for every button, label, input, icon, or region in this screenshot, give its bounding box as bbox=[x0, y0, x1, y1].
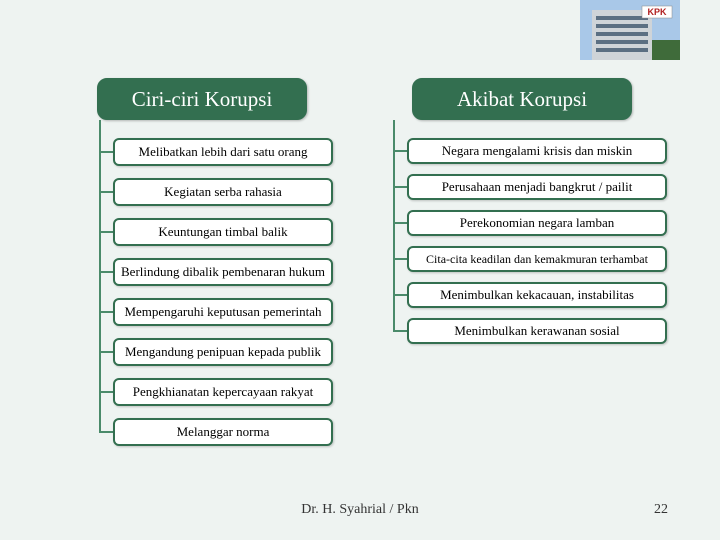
right-header-box: Akibat Korupsi bbox=[412, 78, 632, 120]
left-item: Keuntungan timbal balik bbox=[113, 218, 333, 246]
right-item: Negara mengalami krisis dan miskin bbox=[407, 138, 667, 164]
left-header-box: Ciri-ciri Korupsi bbox=[97, 78, 307, 120]
right-column: Akibat Korupsi Negara mengalami krisis d… bbox=[372, 78, 672, 344]
right-tree: Negara mengalami krisis dan miskin Perusa… bbox=[377, 120, 667, 344]
left-item: Mengandung penipuan kepada publik bbox=[113, 338, 333, 366]
left-item: Melanggar norma bbox=[113, 418, 333, 446]
right-item: Perekonomian negara lamban bbox=[407, 210, 667, 236]
right-item: Menimbulkan kerawanan sosial bbox=[407, 318, 667, 344]
left-trunk bbox=[99, 120, 101, 432]
left-item: Mempengaruhi keputusan pemerintah bbox=[113, 298, 333, 326]
right-item: Cita-cita keadilan dan kemakmuran terham… bbox=[407, 246, 667, 272]
slide: KPK Ciri-ciri Korupsi Melibatkan lebih d… bbox=[0, 0, 720, 540]
columns-wrapper: Ciri-ciri Korupsi Melibatkan lebih dari … bbox=[62, 78, 672, 446]
tree bbox=[652, 40, 680, 60]
left-item: Kegiatan serba rahasia bbox=[113, 178, 333, 206]
left-item: Berlindung dibalik pembenaran hukum bbox=[113, 258, 333, 286]
building-image: KPK bbox=[580, 0, 680, 60]
right-item: Menimbulkan kekacauan, instabilitas bbox=[407, 282, 667, 308]
sign-text: KPK bbox=[647, 7, 667, 17]
left-column: Ciri-ciri Korupsi Melibatkan lebih dari … bbox=[62, 78, 342, 446]
footer-author: Dr. H. Syahrial / Pkn bbox=[0, 502, 720, 518]
left-item: Pengkhianatan kepercayaan rakyat bbox=[113, 378, 333, 406]
footer-page-number: 22 bbox=[654, 502, 668, 518]
left-tree: Melibatkan lebih dari satu orang Kegiatan… bbox=[71, 120, 333, 446]
left-item: Melibatkan lebih dari satu orang bbox=[113, 138, 333, 166]
right-item: Perusahaan menjadi bangkrut / pailit bbox=[407, 174, 667, 200]
